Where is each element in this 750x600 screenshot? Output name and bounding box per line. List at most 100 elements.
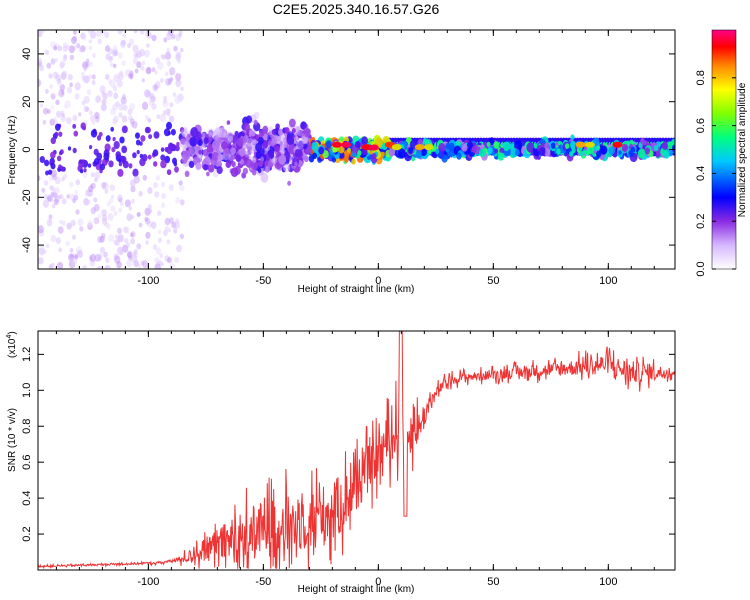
spectrogram-cell [486, 141, 491, 147]
spectrogram-cell [60, 60, 66, 68]
spectrogram-cell [185, 136, 190, 142]
colorbar-tick-label: 0.4 [695, 166, 707, 181]
spectrogram-cell [113, 63, 117, 68]
spectrogram-cell [164, 217, 171, 226]
spectrogram-cell [175, 197, 181, 204]
spectrogram-cell [50, 137, 56, 145]
spectrogram-cell [118, 112, 123, 118]
spectrogram-cell [275, 123, 280, 130]
spectrogram-cell [217, 153, 224, 162]
spectrogram-cell [94, 171, 101, 180]
spectrogram-cell [39, 156, 45, 163]
spectrogram-cell [160, 154, 166, 161]
spectrogram-cell [102, 99, 107, 105]
spectrogram-cell [61, 198, 67, 205]
spectrogram-cell [144, 217, 151, 225]
spectrogram-cell [136, 150, 140, 155]
spectrogram-cell [147, 118, 151, 123]
spectrogram-cell [108, 56, 113, 63]
spectrogram-cell [90, 172, 95, 178]
spectrogram-cell [278, 128, 284, 136]
spectrogram-cell [584, 141, 595, 148]
spectrogram-cell [147, 154, 152, 160]
spectrogram-cell [151, 103, 157, 110]
spectrogram-cell [415, 150, 422, 159]
spectrogram-cell [55, 99, 60, 106]
spectrogram-cell [111, 194, 115, 199]
spectrogram-cell [47, 109, 51, 114]
spectrogram-cell [96, 152, 103, 161]
spectrogram-cell [238, 147, 246, 157]
spectrogram-cell [99, 85, 106, 93]
spectrogram-cell [148, 204, 152, 210]
spectrogram-cell [57, 226, 64, 234]
spectrogram-cell [112, 45, 118, 52]
spectrogram-cell [107, 213, 114, 221]
spectrogram-cell [479, 144, 485, 151]
spectrogram-cell [133, 30, 138, 34]
spectrogram-cell [138, 190, 143, 197]
spectrogram-cell [72, 123, 77, 129]
spectrogram-cell [145, 240, 149, 245]
spectrogram-cell [438, 143, 446, 153]
colorbar: 0.0 0.2 0.4 0.6 0.8 Normalized spectral ampl… [695, 29, 748, 277]
spectrogram-cell [166, 31, 173, 41]
spectrogram-cell [163, 229, 168, 236]
spectrogram-cell [411, 156, 416, 162]
spectrogram-cell [66, 194, 70, 199]
spectrogram-cell [565, 143, 570, 150]
spectrogram-cell [144, 50, 150, 58]
spectrogram-cell [252, 157, 257, 163]
snr-ytick-label: 0.4 [21, 490, 33, 505]
spectrogram-cell [296, 140, 304, 150]
spectrogram-cell [104, 31, 110, 38]
spectrogram-cell [351, 158, 356, 165]
snr-ytick-label: 1.0 [21, 383, 33, 398]
spectrogram-cell [115, 151, 121, 159]
spectrogram-cell [103, 251, 108, 258]
spectrogram-cell [38, 175, 41, 182]
spectrogram-cell [235, 154, 242, 162]
snr-xtick-label: 0 [375, 576, 381, 588]
spectrogram-cell [66, 222, 72, 230]
spectrogram-cell [124, 238, 129, 244]
spectrogram-cell [251, 130, 256, 137]
spectrogram-xtick-label: 50 [487, 275, 499, 287]
spectrogram-cell [575, 141, 586, 148]
snr-xtick-label: -50 [255, 576, 271, 588]
spectrogram-cell [195, 162, 202, 171]
spectrogram-cell [130, 232, 134, 238]
spectrogram-cell [302, 143, 308, 150]
spectrogram-cell [128, 163, 133, 169]
spectrogram-cell [253, 119, 258, 125]
spectrogram-cell [63, 54, 68, 59]
spectrogram-cell [88, 45, 93, 51]
spectrogram-cell [114, 239, 120, 246]
spectrogram-cell [608, 146, 615, 155]
colorbar-tick-label: 0.2 [695, 214, 707, 229]
snr-xtick-label: 100 [599, 576, 617, 588]
spectrogram-cell [97, 213, 102, 219]
spectrogram-cell [155, 57, 161, 64]
spectrogram-cell [122, 160, 129, 169]
spectrogram-cell [487, 147, 493, 155]
spectrogram-cell [168, 184, 174, 191]
spectrogram-cell [397, 148, 406, 159]
spectrogram-cell [544, 148, 551, 157]
spectrogram-cell [73, 130, 79, 137]
spectrogram-cell [87, 163, 92, 168]
spectrogram-cell [264, 165, 271, 173]
spectrogram-cell [150, 221, 157, 229]
spectrogram-cell [80, 169, 84, 174]
spectrogram-cell [46, 62, 52, 69]
spectrogram-xtick-label: 100 [599, 275, 617, 287]
spectrogram-cell [306, 145, 312, 154]
spectrogram-cell [92, 53, 96, 58]
spectrogram-cell [638, 143, 643, 149]
spectrogram-cell [165, 226, 169, 231]
spectrogram-cell [42, 120, 47, 125]
spectrogram-cell [174, 95, 181, 104]
spectrogram-cell [600, 145, 608, 155]
snr-ylabel: SNR (10 * v/v) [7, 408, 18, 472]
spectrogram-cell [48, 218, 52, 224]
